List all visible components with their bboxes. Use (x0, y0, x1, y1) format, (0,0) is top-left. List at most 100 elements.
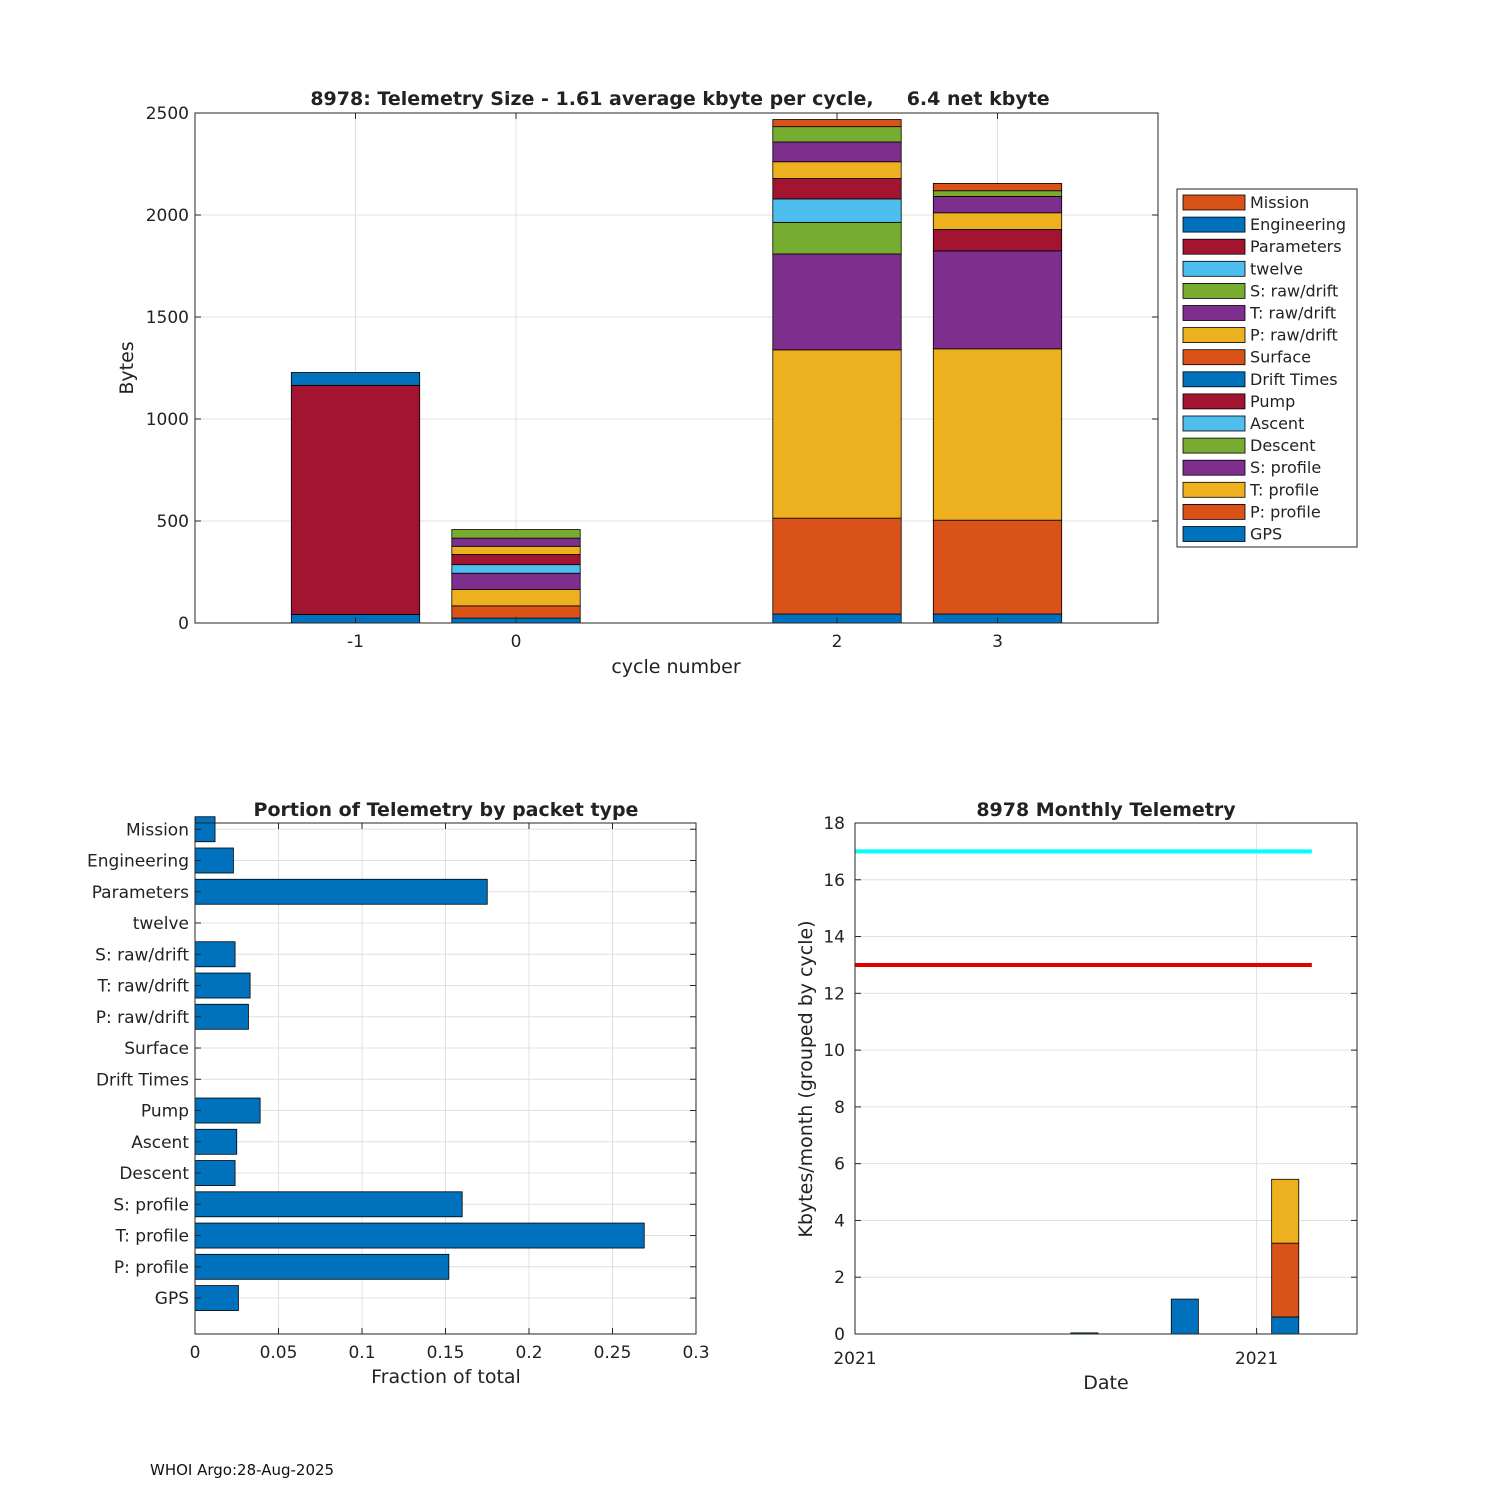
category-label-descent: Descent (119, 1164, 189, 1184)
legend-entry-t-profile: T: profile (1249, 480, 1319, 499)
bar-segment-t-raw-drift (772, 141, 902, 163)
category-label-t-profile: T: profile (115, 1227, 189, 1247)
bar-segment-ascent (772, 198, 902, 223)
bar-segment-mission (932, 182, 1063, 192)
legend-swatch (1182, 260, 1246, 277)
x-tick-label: 0.2 (515, 1343, 542, 1363)
fraction-bars (194, 816, 645, 1311)
limit-lines (855, 849, 1312, 967)
category-label-pump: Pump (141, 1102, 189, 1122)
x-tick-label: 3 (992, 632, 1003, 652)
footer-credit: WHOI Argo:28-Aug-2025 (150, 1461, 335, 1479)
x-tick-label: 0.25 (594, 1343, 632, 1363)
bar-segment-s-profile (451, 572, 581, 590)
bar-segment-pump (451, 554, 581, 566)
y-tick-label: 500 (157, 512, 189, 532)
bar-segment-s-raw-drift (772, 126, 902, 143)
y-tick-label: 4 (834, 1211, 845, 1231)
legend-entry-drift-times: Drift Times (1250, 370, 1338, 389)
x-tick-label: 0.3 (682, 1343, 709, 1363)
x-tick-label: 0 (190, 1343, 201, 1363)
fraction-bar-engineering (194, 847, 234, 874)
legend-entry-p-raw-drift: P: raw/drift (1250, 326, 1338, 345)
axis-ticks: 0 0.05 0.1 0.15 0.2 0.25 0.3 GPS P: profile T: pr… (87, 820, 710, 1363)
chart-title: 8978 Monthly Telemetry (976, 799, 1236, 821)
category-label-mission: Mission (126, 820, 189, 840)
chart-title: Portion of Telemetry by packet type (254, 799, 639, 821)
y-tick-label: 2000 (146, 206, 189, 226)
x-tick-label: 0.05 (260, 1343, 298, 1363)
legend-entry-t-raw-drift: T: raw/drift (1249, 304, 1336, 323)
monthly-bar-segment-gps (1170, 1298, 1199, 1335)
stacked-bars (290, 119, 1063, 624)
legend-entry-p-profile: P: profile (1250, 502, 1321, 521)
legend-entry-engineering: Engineering (1250, 215, 1346, 234)
category-label-ascent: Ascent (131, 1133, 189, 1153)
legend-swatch (1182, 238, 1246, 255)
legend-swatch (1182, 282, 1246, 299)
legend-swatch (1182, 481, 1246, 498)
x-tick-label: 2021 (1235, 1349, 1278, 1369)
x-axis-label: Date (1083, 1372, 1128, 1394)
y-axis-label: Bytes (116, 341, 138, 394)
fraction-bar-gps (194, 1285, 239, 1311)
category-label-p-raw-drift: P: raw/drift (96, 1008, 190, 1028)
monthly-telemetry-chart: 0 2 4 6 8 10 12 14 16 18 2021 2021 8978 Monthly Tel… (795, 799, 1358, 1394)
fraction-bar-p-raw-drift (194, 1003, 249, 1030)
legend-entry-gps: GPS (1250, 525, 1282, 544)
legend-entry-surface: Surface (1250, 348, 1311, 367)
fraction-bar-pump (194, 1097, 261, 1124)
monthly-bars (1070, 1178, 1300, 1335)
y-tick-label: 14 (823, 928, 845, 948)
category-label-p-profile: P: profile (114, 1258, 189, 1278)
bar-segment-t-raw-drift (451, 537, 581, 547)
legend-entry-s-profile: S: profile (1250, 458, 1321, 477)
legend-swatch (1182, 437, 1246, 454)
bar-segment-p-profile (932, 519, 1063, 615)
bar-segment-engineering (290, 372, 421, 386)
x-tick-label: -1 (347, 632, 364, 652)
telemetry-size-chart: -1 0 2 3 0 500 1000 1500 2000 2500 8978: Telemetr… (116, 88, 1358, 678)
y-tick-label: 1000 (146, 410, 189, 430)
legend-entry-parameters: Parameters (1250, 237, 1342, 256)
legend-swatch (1182, 393, 1246, 410)
bar-segment-t-profile (932, 348, 1063, 521)
fraction-bar-ascent (194, 1128, 238, 1155)
legend-swatch (1182, 503, 1246, 520)
bar-segment-p-raw-drift (932, 212, 1063, 230)
bar-segment-t-profile (772, 349, 902, 519)
x-axis-label: Fraction of total (371, 1366, 521, 1388)
legend-swatch (1182, 526, 1246, 542)
category-label-drift-times: Drift Times (96, 1070, 189, 1090)
legend-entry-mission: Mission (1250, 193, 1309, 212)
legend-entry-descent: Descent (1250, 436, 1316, 455)
category-label-s-profile: S: profile (113, 1195, 189, 1215)
bar-segment-p-profile (451, 605, 581, 619)
legend-swatch (1182, 415, 1246, 432)
bar-segment-pump (772, 178, 902, 200)
category-label-s-raw-drift: S: raw/drift (95, 945, 189, 965)
chart-title: 8978: Telemetry Size - 1.61 average kbyt… (310, 88, 1049, 110)
y-tick-label: 12 (823, 984, 845, 1004)
plot-frame (854, 822, 1358, 1335)
category-label-t-raw-drift: T: raw/drift (96, 977, 189, 997)
x-tick-label: 0.15 (427, 1343, 465, 1363)
legend-swatch (1182, 327, 1246, 344)
bar-segment-t-profile (451, 589, 581, 607)
y-axis-label: Kbytes/month (grouped by cycle) (795, 920, 817, 1237)
legend-swatch (1182, 459, 1246, 476)
fraction-bar-s-raw-drift (194, 941, 236, 968)
x-tick-label: 0 (511, 632, 522, 652)
y-tick-label: 2 (834, 1268, 845, 1288)
monthly-bar-segment-p-profile (1271, 1242, 1300, 1318)
category-label-surface: Surface (124, 1039, 189, 1059)
axis-ticks: -1 0 2 3 0 500 1000 1500 2000 2500 (146, 104, 1158, 652)
y-tick-label: 1500 (146, 308, 189, 328)
y-tick-label: 0 (834, 1325, 845, 1345)
bar-segment-parameters (290, 384, 421, 615)
y-tick-label: 16 (823, 871, 845, 891)
legend-swatch (1182, 305, 1246, 321)
y-tick-label: 6 (834, 1155, 845, 1175)
category-label-twelve: twelve (133, 914, 189, 934)
